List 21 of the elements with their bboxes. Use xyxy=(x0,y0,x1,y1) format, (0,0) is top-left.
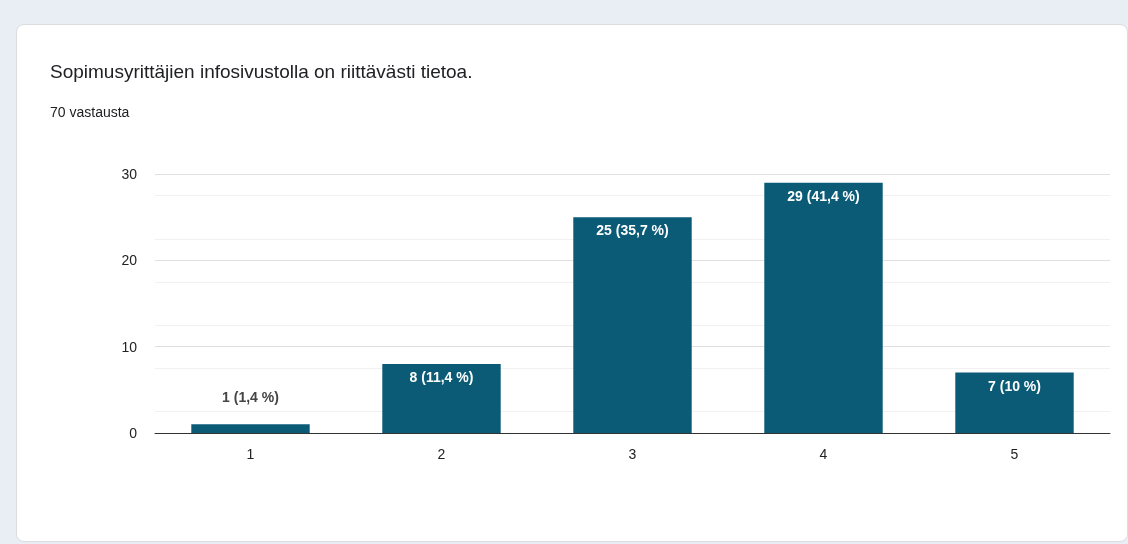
data-label: 1 (1,4 %) xyxy=(222,389,279,406)
y-tick-label: 20 xyxy=(121,252,138,269)
chart-subtitle: 70 vastausta xyxy=(50,104,130,120)
x-tick-label: 1 xyxy=(246,446,255,462)
chart-title: Sopimusyrittäjien infosivustolla on riittävästi tietoa. xyxy=(50,61,473,83)
bar xyxy=(764,182,883,433)
bar xyxy=(955,372,1074,433)
bar xyxy=(382,363,501,433)
y-tick-label: 10 xyxy=(121,338,138,355)
bar xyxy=(191,424,310,433)
bar xyxy=(573,217,692,433)
x-tick-label: 4 xyxy=(819,446,828,462)
data-label: 29 (41,4 %) xyxy=(787,187,860,204)
x-tick-label: 5 xyxy=(1010,446,1019,462)
y-tick-label: 0 xyxy=(129,425,138,441)
data-label: 8 (11,4 %) xyxy=(409,368,474,385)
y-tick-label: 30 xyxy=(121,166,138,182)
x-tick-label: 3 xyxy=(628,446,637,462)
data-label: 7 (10 %) xyxy=(988,377,1041,394)
x-tick-label: 2 xyxy=(437,446,446,462)
data-label: 25 (35,7 %) xyxy=(596,222,669,239)
